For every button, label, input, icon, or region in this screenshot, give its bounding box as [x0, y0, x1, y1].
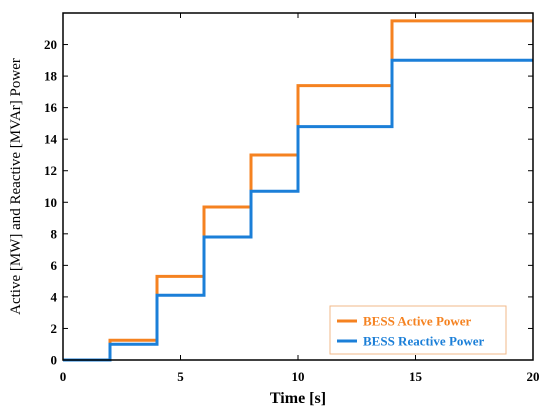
x-axis-title: Time [s] [270, 390, 326, 407]
y-tick-label: 8 [51, 226, 58, 241]
y-tick-label: 6 [51, 258, 58, 273]
series-line-0 [63, 19, 533, 362]
y-tick-label: 16 [44, 100, 58, 115]
y-tick-label: 10 [44, 195, 57, 210]
x-tick-label: 5 [177, 369, 184, 384]
legend-label-active-power: BESS Active Power [363, 314, 472, 329]
y-tick-label: 4 [51, 289, 58, 304]
y-tick-label: 18 [44, 69, 58, 84]
y-tick-label: 2 [51, 321, 58, 336]
legend-label-reactive-power: BESS Reactive Power [363, 334, 485, 349]
y-axis-title: Active [MW] and Reactive [MVAr] Power [8, 58, 24, 315]
legend-box [329, 305, 507, 355]
y-tick-label: 0 [51, 353, 58, 368]
x-tick-label: 20 [527, 369, 540, 384]
y-tick-label: 14 [44, 132, 58, 147]
legend: BESS Active Power BESS Reactive Power [329, 305, 507, 355]
x-tick-label: 0 [60, 369, 67, 384]
y-tick-label: 20 [44, 37, 57, 52]
ticks-layer: 0 5 10 15 20 0 2 4 6 8 10 12 14 16 18 20 [44, 13, 540, 384]
x-tick-label: 15 [409, 369, 423, 384]
series-line-1 [63, 58, 533, 362]
x-tick-label: 10 [292, 369, 305, 384]
y-tick-label: 12 [44, 163, 57, 178]
marks-layer [63, 19, 533, 362]
